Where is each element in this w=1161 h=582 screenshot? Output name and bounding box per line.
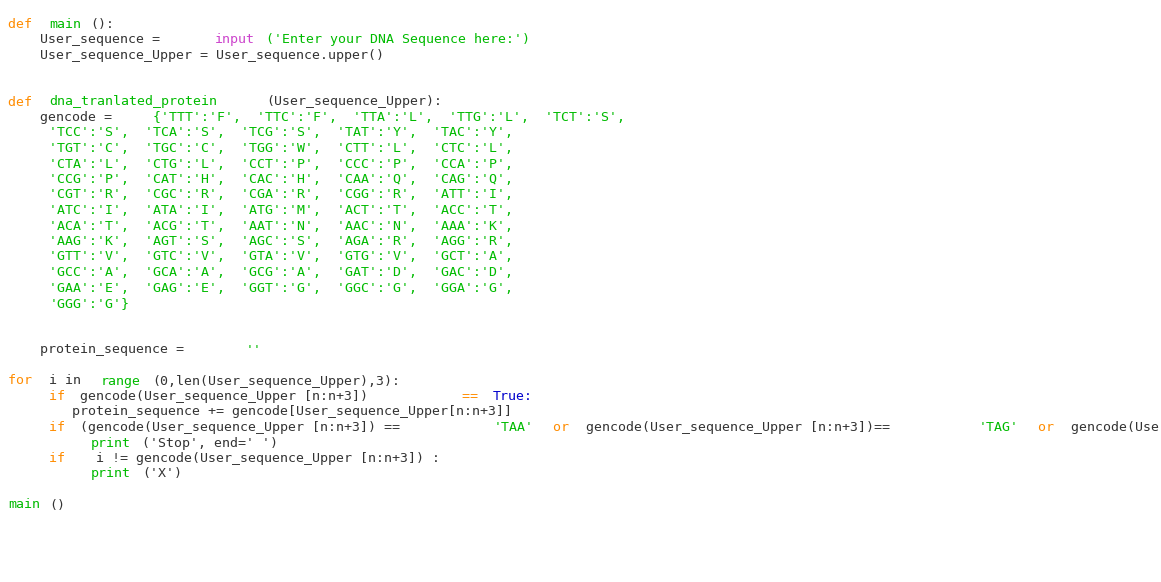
Text: if: if [49,452,73,465]
Text: ('Stop', end=' '): ('Stop', end=' ') [142,436,279,449]
Text: ('X'): ('X') [142,467,182,481]
Text: if: if [49,421,73,434]
Text: (0,len(User_sequence_Upper),3):: (0,len(User_sequence_Upper),3): [152,374,401,388]
Text: def: def [8,95,39,108]
Text: gencode(User_sequence_Upper [n:n+3]) ==: gencode(User_sequence_Upper [n:n+3]) == [1072,421,1161,434]
Text: 'TCC':'S',  'TCA':'S',  'TCG':'S',  'TAT':'Y',  'TAC':'Y',: 'TCC':'S', 'TCA':'S', 'TCG':'S', 'TAT':'… [49,126,513,140]
Text: 'GTT':'V',  'GTC':'V',  'GTA':'V',  'GTG':'V',  'GCT':'A',: 'GTT':'V', 'GTC':'V', 'GTA':'V', 'GTG':'… [49,250,513,264]
Text: protein_sequence =: protein_sequence = [8,343,192,357]
Text: main: main [8,499,39,512]
Text: ('Enter your DNA Sequence here:'): ('Enter your DNA Sequence here:') [266,34,531,47]
Text: (): () [49,499,65,512]
Text: gencode(User_sequence_Upper [n:n+3]): gencode(User_sequence_Upper [n:n+3]) [80,390,376,403]
Text: 'GGG':'G'}: 'GGG':'G'} [49,297,129,310]
Text: 'CCG':'P',  'CAT':'H',  'CAC':'H',  'CAA':'Q',  'CAG':'Q',: 'CCG':'P', 'CAT':'H', 'CAC':'H', 'CAA':'… [49,173,513,186]
Text: gencode(User_sequence_Upper [n:n+3])==: gencode(User_sequence_Upper [n:n+3])== [586,421,890,434]
Text: (User_sequence_Upper):: (User_sequence_Upper): [266,95,442,108]
Text: i in: i in [49,374,89,388]
Text: User_sequence_Upper = User_sequence.upper(): User_sequence_Upper = User_sequence.uppe… [8,49,384,62]
Text: input: input [215,34,254,47]
Text: or: or [545,421,577,434]
Text: 'TAA': 'TAA' [493,421,533,434]
Text: 'ATC':'I',  'ATA':'I',  'ATG':'M',  'ACT':'T',  'ACC':'T',: 'ATC':'I', 'ATA':'I', 'ATG':'M', 'ACT':'… [49,204,513,217]
Text: 'CGT':'R',  'CGC':'R',  'CGA':'R',  'CGG':'R',  'ATT':'I',: 'CGT':'R', 'CGC':'R', 'CGA':'R', 'CGG':'… [49,189,513,201]
Text: range: range [101,374,140,388]
Text: ():: (): [91,18,115,31]
Text: def: def [8,18,39,31]
Text: print: print [91,436,130,449]
Text: print: print [91,467,130,481]
Text: '': '' [245,343,261,357]
Text: (gencode(User_sequence_Upper [n:n+3]) ==: (gencode(User_sequence_Upper [n:n+3]) == [80,421,401,434]
Text: or: or [1030,421,1062,434]
Text: True:: True: [493,390,533,403]
Text: i != gencode(User_sequence_Upper [n:n+3]) :: i != gencode(User_sequence_Upper [n:n+3]… [80,452,440,465]
Text: User_sequence =: User_sequence = [8,34,168,47]
Text: gencode =: gencode = [8,111,120,124]
Text: {'TTT':'F',  'TTC':'F',  'TTA':'L',  'TTG':'L',  'TCT':'S',: {'TTT':'F', 'TTC':'F', 'TTA':'L', 'TTG':… [152,111,625,124]
Text: 'ACA':'T',  'ACG':'T',  'AAT':'N',  'AAC':'N',  'AAA':'K',: 'ACA':'T', 'ACG':'T', 'AAT':'N', 'AAC':'… [49,219,513,232]
Text: 'TAG': 'TAG' [979,421,1018,434]
Text: dna_tranlated_protein: dna_tranlated_protein [49,95,217,108]
Text: for: for [8,374,39,388]
Text: 'GCC':'A',  'GCA':'A',  'GCG':'A',  'GAT':'D',  'GAC':'D',: 'GCC':'A', 'GCA':'A', 'GCG':'A', 'GAT':'… [49,266,513,279]
Text: protein_sequence += gencode[User_sequence_Upper[n:n+3]]: protein_sequence += gencode[User_sequenc… [8,406,512,418]
Text: 'CTA':'L',  'CTG':'L',  'CCT':'P',  'CCC':'P',  'CCA':'P',: 'CTA':'L', 'CTG':'L', 'CCT':'P', 'CCC':'… [49,158,513,171]
Text: ==: == [462,390,486,403]
Text: if: if [49,390,73,403]
Text: 'GAA':'E',  'GAG':'E',  'GGT':'G',  'GGC':'G',  'GGA':'G',: 'GAA':'E', 'GAG':'E', 'GGT':'G', 'GGC':'… [49,282,513,294]
Text: main: main [49,18,81,31]
Text: 'AAG':'K',  'AGT':'S',  'AGC':'S',  'AGA':'R',  'AGG':'R',: 'AAG':'K', 'AGT':'S', 'AGC':'S', 'AGA':'… [49,235,513,248]
Text: 'TGT':'C',  'TGC':'C',  'TGG':'W',  'CTT':'L',  'CTC':'L',: 'TGT':'C', 'TGC':'C', 'TGG':'W', 'CTT':'… [49,142,513,155]
